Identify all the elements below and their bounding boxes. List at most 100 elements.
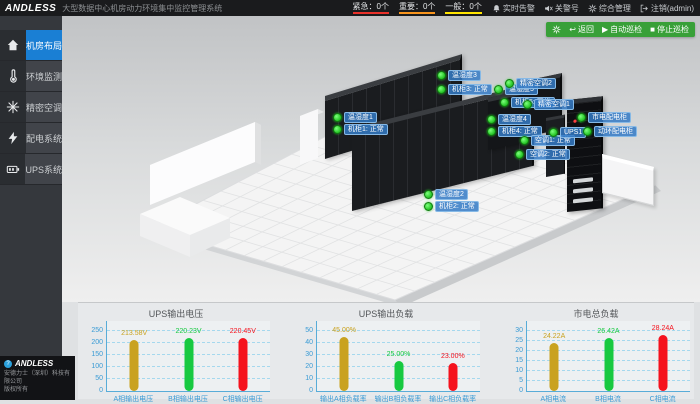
top-bar: ANDLESS 大型数据中心机房动力环境集中监控管理系统 紧急：0个 重要：0个一… — [0, 0, 700, 16]
status-dot-icon — [500, 98, 509, 107]
machine-room-3d-view: 温湿度3 机柜3: 正常 温湿度5 机柜5: 正常 温湿度1 机柜1: 正常 温湿度4 机柜4… — [62, 16, 700, 302]
gridline — [317, 330, 480, 331]
bar-value-label: 25.00% — [386, 351, 411, 358]
y-axis-tick: 50 — [305, 327, 313, 334]
sidebar-item-2[interactable]: 精密空调 — [0, 92, 62, 123]
snowflake-icon — [0, 92, 26, 122]
status-dot-icon — [583, 127, 592, 136]
y-axis-tick: 150 — [91, 351, 103, 358]
mute-icon — [544, 4, 553, 13]
status-dot-icon — [424, 202, 433, 211]
top-menu-mute[interactable]: 关警号 — [544, 3, 579, 14]
bar-A相电流 — [549, 342, 559, 391]
y-axis-tick: 15 — [515, 357, 523, 364]
alarm-chip-1[interactable]: 重要：0个 — [398, 2, 436, 14]
chart-1: UPS输出负载 0 10 20 30 40 50 45.00% 25.00% 23.00% 输出A相… — [288, 305, 484, 403]
status-label-13[interactable]: 空调2: 正常 — [515, 149, 570, 160]
sidebar-item-label: UPS系统 — [25, 154, 62, 184]
low-wall-side — [140, 214, 190, 257]
x-axis-label: 输出A相负载率 — [319, 396, 367, 403]
bar-value-label: 28.24A — [651, 324, 674, 332]
x-axis-label: 输出C相负载率 — [429, 396, 477, 403]
x-axis-label: C相输出电压 — [222, 396, 263, 403]
sidebar-item-4[interactable]: UPS系统 — [0, 154, 62, 185]
toolbar-button-label: 返回 — [578, 25, 594, 34]
status-label-7[interactable]: 机柜4: 正常 — [487, 126, 542, 137]
status-label-1[interactable]: 机柜3: 正常 — [437, 84, 492, 95]
status-dot-icon — [523, 100, 532, 109]
chart-plot-area: 0 5 10 15 20 25 30 24.22A 26.42A 28.24A — [515, 321, 690, 394]
status-label-text: 动环配电柜 — [594, 126, 637, 137]
gridline — [107, 330, 270, 331]
status-label-text: 精密空调2 — [516, 78, 556, 89]
bar-value-label: 45.00% — [332, 327, 357, 334]
y-axis-tick: 10 — [515, 367, 523, 374]
status-label-10[interactable]: 精密空调2 — [505, 78, 556, 89]
bar-A相输出电压 — [129, 339, 139, 391]
status-label-text: 温湿度2 — [435, 189, 468, 200]
sidebar-item-label: 配电系统 — [25, 123, 62, 153]
top-menu-label: 注销(admin) — [650, 3, 694, 13]
status-label-15[interactable]: 市电配电柜 — [577, 112, 631, 123]
toolbar-button-1[interactable]: ▶ 自动巡检 — [602, 24, 642, 35]
top-menu-label: 综合管理 — [598, 3, 631, 13]
status-label-8[interactable]: 温湿度2 — [424, 189, 468, 200]
alarm-chip-2[interactable]: 一般：0个 — [445, 2, 482, 14]
bar-value-label: 213.58V — [121, 329, 148, 337]
sidebar-item-3[interactable]: 配电系统 — [0, 123, 62, 154]
status-label-text: 温湿度3 — [448, 70, 481, 81]
top-menu-gear[interactable]: 综合管理 — [588, 3, 631, 14]
gear-icon[interactable] — [552, 25, 561, 34]
status-label-text: 空调2: 正常 — [526, 149, 570, 160]
toolbar-button-2[interactable]: ■ 停止巡检 — [650, 24, 689, 35]
status-label-0[interactable]: 温湿度3 — [437, 70, 481, 81]
status-label-11[interactable]: 精密空调1 — [523, 99, 574, 110]
cabinet-label-strip — [573, 187, 593, 194]
status-label-6[interactable]: 温湿度4 — [487, 114, 531, 125]
status-label-text: 市电配电柜 — [588, 112, 631, 123]
bar-value-label: 23.00% — [440, 353, 465, 361]
battery-icon — [0, 154, 26, 184]
x-axis-label: C相电流 — [649, 396, 676, 403]
footer-logo: ANDLESS — [15, 359, 54, 368]
y-axis-tick: 10 — [305, 375, 313, 382]
x-axis-label: B相电流 — [595, 396, 621, 403]
sidebar-nav: 机房布局 环境监测 精密空调 配电系统 UPS系统 — [0, 16, 62, 400]
top-menu-logout[interactable]: 注销(admin) — [640, 3, 694, 14]
status-label-4[interactable]: 温湿度1 — [333, 112, 377, 123]
alarm-chip-0[interactable]: 紧急：0个 — [352, 2, 389, 14]
chart-2: 市电总负载 0 5 10 15 20 25 30 24.22A 26.42A 28.24A A相电流 B… — [498, 305, 694, 403]
status-label-text: 温湿度4 — [498, 114, 531, 125]
sidebar-item-label: 环境监测 — [25, 61, 62, 91]
status-dot-icon — [487, 115, 496, 124]
bar-输出A相负载率 — [339, 337, 349, 391]
toolbar-button-0[interactable]: ↩ 返回 — [569, 24, 594, 35]
sidebar-item-0[interactable]: 机房布局 — [0, 30, 62, 61]
status-label-16[interactable]: 动环配电柜 — [583, 126, 637, 137]
top-menu-bell[interactable]: 实时告警 — [492, 3, 535, 14]
x-axis-labels: A相电流 B相电流 C相电流 — [526, 392, 690, 403]
status-dot-icon — [549, 128, 558, 137]
bar-B相输出电压 — [184, 338, 193, 391]
x-axis-label: A相输出电压 — [113, 396, 154, 403]
top-menu-label: 实时告警 — [502, 3, 535, 13]
bar-B相电流 — [604, 338, 613, 391]
top-menu-label: 关警号 — [554, 3, 579, 13]
x-axis-labels: A相输出电压 B相输出电压 C相输出电压 — [106, 392, 270, 403]
chart-plot-area: 0 10 20 30 40 50 45.00% 25.00% 23.00% — [305, 321, 480, 394]
y-axis-tick: 30 — [515, 327, 523, 334]
status-label-5[interactable]: 机柜1: 正常 — [333, 124, 388, 135]
bar-输出B相负载率 — [394, 361, 403, 391]
status-label-14[interactable]: UPS1 — [549, 127, 587, 138]
floor-edge-right — [395, 185, 661, 302]
sidebar-item-1[interactable]: 环境监测 — [0, 61, 62, 92]
y-axis-tick: 5 — [519, 377, 523, 384]
chart-title: UPS输出电压 — [148, 309, 204, 319]
x-axis-label: B相输出电压 — [168, 396, 208, 403]
status-label-9[interactable]: 机柜2: 正常 — [424, 201, 479, 212]
help-icon[interactable]: ? — [4, 359, 12, 368]
status-dot-icon — [494, 85, 503, 94]
status-dot-icon — [505, 79, 514, 88]
toolbar-button-label: 停止巡检 — [657, 25, 689, 34]
status-label-text: 机柜2: 正常 — [435, 201, 479, 212]
